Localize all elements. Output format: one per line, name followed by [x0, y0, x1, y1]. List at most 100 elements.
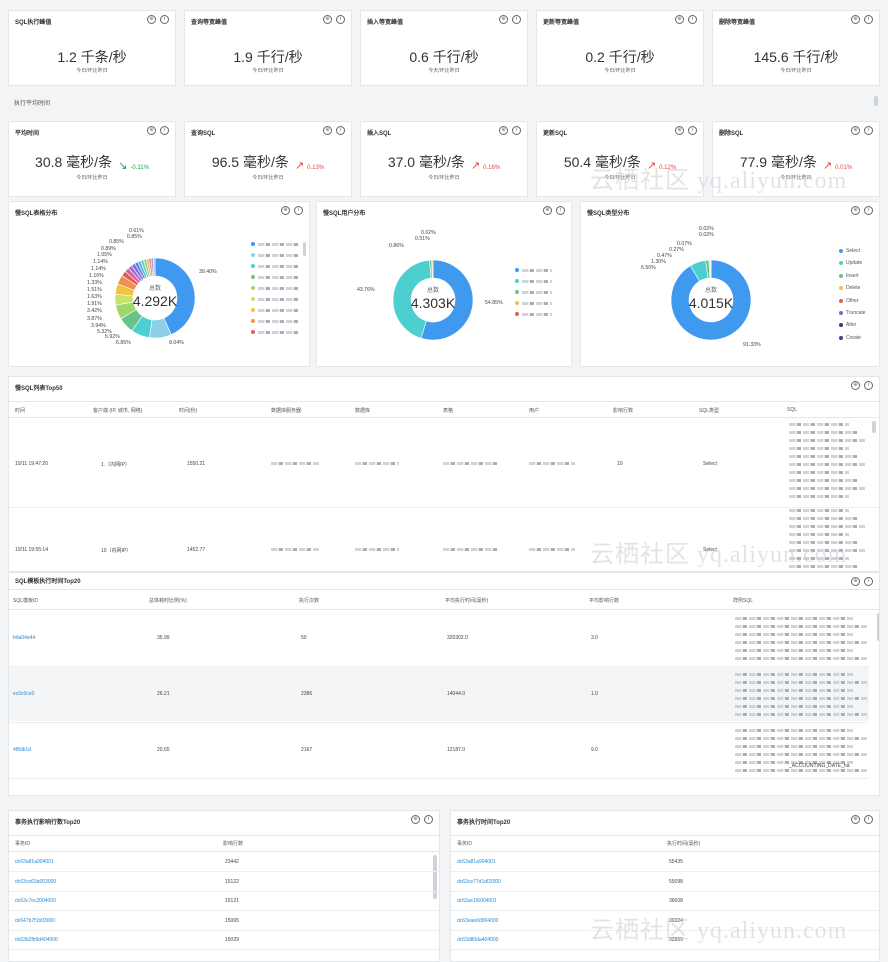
table-scrollbar[interactable]: [877, 613, 879, 641]
column-header[interactable]: 表格: [443, 408, 454, 414]
info-icon[interactable]: i: [424, 815, 433, 824]
zoom-icon[interactable]: ⊕: [851, 815, 860, 824]
legend-item[interactable]: Delete: [839, 285, 860, 291]
zoom-icon[interactable]: ⊕: [543, 206, 552, 215]
stat-sub: 今天/环比昨日: [428, 68, 460, 74]
column-header[interactable]: 总体耗时比例(%): [149, 598, 187, 604]
legend-item[interactable]: [251, 242, 298, 246]
tx-id-link[interactable]: dc63eae0d004000: [457, 917, 499, 924]
column-header[interactable]: 用户: [529, 408, 540, 414]
legend-item[interactable]: Truncate: [839, 310, 866, 316]
tx-id-link[interactable]: dc63b2fb9d404000: [15, 937, 58, 943]
column-header[interactable]: SQL类型: [699, 408, 720, 414]
legend-item[interactable]: [515, 290, 552, 294]
legend-item[interactable]: [515, 279, 552, 283]
zoom-icon[interactable]: ⊕: [411, 815, 420, 824]
legend-item[interactable]: Select: [839, 248, 860, 254]
donut-slice[interactable]: [153, 257, 156, 277]
legend-item[interactable]: Create: [839, 335, 861, 341]
legend-item[interactable]: Insert: [839, 273, 859, 279]
column-header[interactable]: SQL模板ID: [13, 598, 39, 604]
zoom-icon[interactable]: ⊕: [499, 15, 508, 24]
zoom-icon[interactable]: ⊕: [851, 577, 860, 586]
donut-slice[interactable]: [670, 259, 752, 341]
legend-item[interactable]: [515, 301, 552, 305]
zoom-icon[interactable]: ⊕: [851, 381, 860, 390]
column-header[interactable]: 平均影响行数: [589, 598, 620, 604]
info-icon[interactable]: i: [864, 381, 873, 390]
info-icon[interactable]: i: [864, 126, 873, 135]
template-id-link[interactable]: ec0c0ce0: [13, 691, 35, 697]
tx-id-link[interactable]: dc63c7ec2004000: [15, 898, 56, 904]
zoom-icon[interactable]: ⊕: [323, 15, 332, 24]
donut-slice[interactable]: [154, 257, 196, 335]
column-header[interactable]: SQL: [787, 407, 798, 413]
tx-id-link[interactable]: dc63ac1f6004001: [457, 898, 497, 904]
tx-id-link[interactable]: dc63ce77d1d02000: [457, 878, 501, 885]
legend-item[interactable]: [515, 268, 552, 272]
legend-item[interactable]: [251, 286, 298, 290]
legend-item[interactable]: Alter: [839, 322, 856, 328]
info-icon[interactable]: i: [688, 15, 697, 24]
legend-item[interactable]: [251, 330, 298, 334]
zoom-icon[interactable]: ⊕: [675, 15, 684, 24]
column-header[interactable]: 数据库服务器: [271, 408, 302, 414]
zoom-icon[interactable]: ⊕: [281, 206, 290, 215]
column-header[interactable]: 样例SQL: [733, 598, 754, 604]
legend-item[interactable]: [251, 319, 298, 323]
tx-id-link[interactable]: dc63ce63a003000: [15, 878, 57, 885]
zoom-icon[interactable]: ⊕: [851, 206, 860, 215]
table-scrollbar[interactable]: [872, 421, 876, 433]
column-header[interactable]: 影响行数: [613, 408, 634, 414]
zoom-icon[interactable]: ⊕: [147, 126, 156, 135]
column-header[interactable]: 执行次数: [299, 598, 320, 604]
column-header[interactable]: 事务ID: [457, 841, 473, 847]
info-icon[interactable]: i: [336, 126, 345, 135]
info-icon[interactable]: i: [512, 15, 521, 24]
template-id-link[interactable]: 4f8db1d: [13, 747, 32, 753]
top-scrollbar[interactable]: [874, 96, 878, 106]
column-header[interactable]: 影响行数: [223, 841, 244, 847]
info-icon[interactable]: i: [864, 206, 873, 215]
legend-item[interactable]: Update: [839, 260, 862, 266]
zoom-icon[interactable]: ⊕: [147, 15, 156, 24]
column-header[interactable]: 数据库: [355, 408, 371, 414]
info-icon[interactable]: i: [160, 126, 169, 135]
zoom-icon[interactable]: ⊕: [323, 126, 332, 135]
info-icon[interactable]: i: [556, 206, 565, 215]
column-header[interactable]: 时间: [15, 408, 26, 414]
column-header[interactable]: 事务ID: [15, 841, 31, 847]
zoom-icon[interactable]: ⊕: [851, 126, 860, 135]
info-icon[interactable]: i: [864, 815, 873, 824]
info-icon[interactable]: i: [160, 15, 169, 24]
info-icon[interactable]: i: [864, 577, 873, 586]
tx-id-link[interactable]: dc63a81a904001: [457, 859, 496, 865]
table-scrollbar[interactable]: [433, 855, 437, 899]
info-icon[interactable]: i: [512, 126, 521, 135]
legend-item[interactable]: [251, 297, 298, 301]
info-icon[interactable]: i: [336, 15, 345, 24]
donut-slice[interactable]: [392, 259, 432, 339]
legend-item[interactable]: [251, 253, 298, 257]
zoom-icon[interactable]: ⊕: [675, 126, 684, 135]
legend-item[interactable]: [251, 264, 298, 268]
legend-scrollbar[interactable]: [303, 242, 306, 256]
tx-id-link[interactable]: dc647b7f1b03000: [15, 917, 56, 924]
zoom-icon[interactable]: ⊕: [851, 15, 860, 24]
legend-item[interactable]: [515, 312, 552, 316]
tx-id-link[interactable]: dc63a81a904001: [15, 859, 54, 865]
info-icon[interactable]: i: [864, 15, 873, 24]
donut-slice[interactable]: [420, 259, 474, 341]
legend-item[interactable]: [251, 275, 298, 279]
zoom-icon[interactable]: ⊕: [499, 126, 508, 135]
template-id-link[interactable]: bda04e44: [13, 635, 36, 641]
column-header[interactable]: 平均执行时间(毫秒): [445, 598, 489, 604]
legend-item[interactable]: Other: [839, 298, 859, 304]
column-header[interactable]: 客户端 (IP, 城市, 网络): [93, 408, 143, 414]
column-header[interactable]: 执行时间(毫秒): [667, 841, 701, 847]
info-icon[interactable]: i: [688, 126, 697, 135]
column-header[interactable]: 时间(秒): [179, 408, 198, 414]
info-icon[interactable]: i: [294, 206, 303, 215]
legend-item[interactable]: [251, 308, 298, 312]
tx-id-link[interactable]: dc63d80da404000: [457, 937, 499, 943]
